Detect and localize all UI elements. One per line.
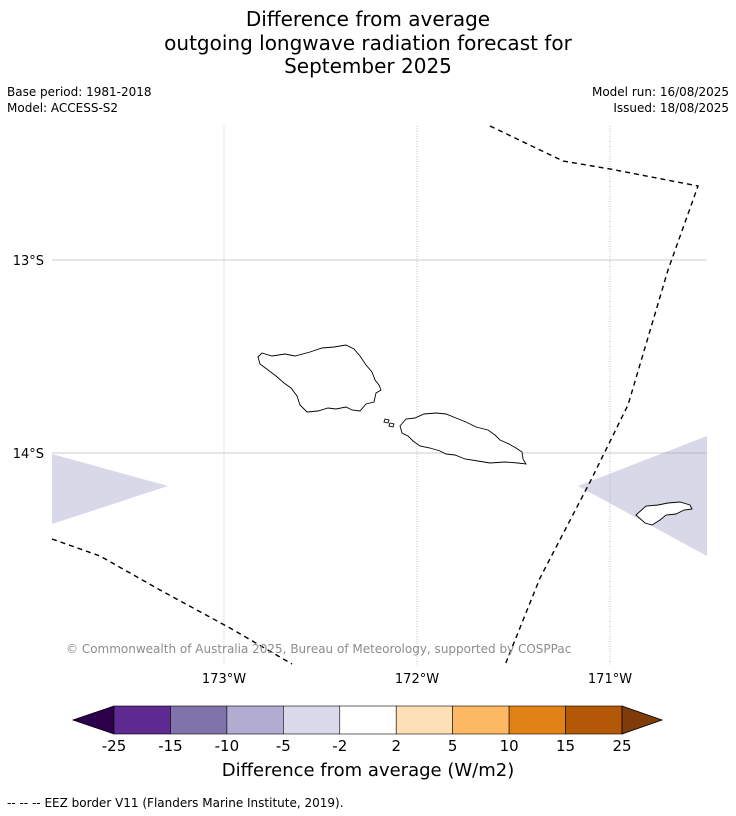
copyright-notice: © Commonwealth of Australia 2025, Bureau… <box>66 642 571 656</box>
eez-legend-text: EEZ border V11 (Flanders Marine Institut… <box>44 796 344 810</box>
issued-date: Issued: 18/08/2025 <box>613 101 729 115</box>
base-period: Base period: 1981-2018 <box>7 85 152 99</box>
savaii-island <box>257 344 382 413</box>
colorbar-segment <box>283 705 341 735</box>
meta-right: Model run: 16/08/2025 Issued: 18/08/2025 <box>592 84 729 116</box>
model-name: Model: ACCESS-S2 <box>7 101 119 115</box>
lon-label-172w: 172°W <box>395 672 439 687</box>
colorbar-tick-label: -10 <box>215 737 240 755</box>
graticule <box>52 126 707 665</box>
colorbar-tick-label: 5 <box>448 737 458 755</box>
colorbar-segment <box>452 705 510 735</box>
colorbar-segment <box>395 705 453 735</box>
colorbar-segment <box>170 705 228 735</box>
colorbar: -25 -15 -10 -5 -2 2 5 10 15 25 <box>71 705 664 755</box>
colorbar-segment <box>113 705 171 735</box>
title-line-1: Difference from average <box>245 7 491 31</box>
colorbar-tick-label: -2 <box>332 737 347 755</box>
colorbar-tick-label: 10 <box>500 737 519 755</box>
colorbar-tick-label: 2 <box>391 737 401 755</box>
colorbar-tick-label: 15 <box>556 737 575 755</box>
lat-label-14s: 14°S <box>13 447 44 462</box>
eez-border-southwest <box>51 538 293 665</box>
eez-border <box>51 125 699 666</box>
map-title: Difference from average outgoing longwav… <box>0 7 736 79</box>
upolu-island <box>399 412 527 465</box>
title-line-3: September 2025 <box>284 54 452 78</box>
colorbar-tick-label: -25 <box>102 737 127 755</box>
meta-left: Base period: 1981-2018 Model: ACCESS-S2 <box>7 84 152 116</box>
model-run: Model run: 16/08/2025 <box>591 85 729 99</box>
colorbar-segment <box>226 705 284 735</box>
colorbar-tick-label: -5 <box>276 737 291 755</box>
lon-label-173w: 173°W <box>202 672 246 687</box>
colorbar-ticks: -25 -15 -10 -5 -2 2 5 10 15 25 <box>102 737 632 755</box>
colorbar-segment <box>565 705 623 735</box>
colorbar-tick-label: -15 <box>158 737 183 755</box>
lon-label-171w: 171°W <box>588 672 632 687</box>
colorbar-label: Difference from average (W/m2) <box>221 760 515 781</box>
eez-legend-marker: -- -- -- <box>7 796 41 810</box>
legend-footer: -- -- -- EEZ border V11 (Flanders Marine… <box>7 796 344 810</box>
tutuila-island <box>635 501 693 526</box>
colorbar-segment <box>339 705 397 735</box>
colorbar-segments <box>113 705 623 735</box>
lat-label-13s: 13°S <box>13 254 44 269</box>
anomaly-region-east <box>578 436 707 556</box>
colorbar-under-arrow <box>71 705 115 735</box>
colorbar-over-arrow <box>621 705 664 735</box>
apolima-islet <box>388 422 395 428</box>
eez-border-east <box>489 125 699 666</box>
colorbar-tick-label: 25 <box>612 737 631 755</box>
anomaly-region-west <box>52 454 168 524</box>
title-line-2: outgoing longwave radiation forecast for <box>164 30 572 55</box>
manono-islet <box>383 418 390 424</box>
colorbar-segment <box>508 705 566 735</box>
coastlines <box>257 344 693 526</box>
